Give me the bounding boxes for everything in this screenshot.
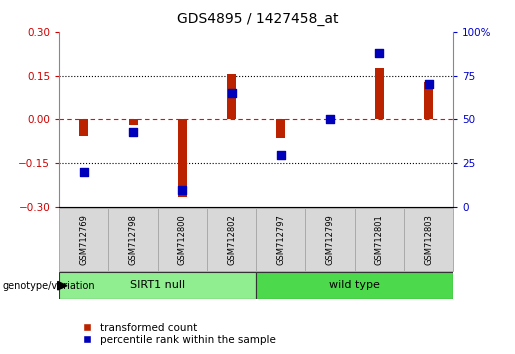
Bar [325,118,335,120]
Bar [59,272,256,299]
Bar [207,208,256,271]
Text: GSM712798: GSM712798 [129,214,138,265]
Point [375,50,384,56]
Point [326,117,334,122]
Bar [158,208,207,271]
Point [80,169,88,175]
Legend: transformed count, percentile rank within the sample: transformed count, percentile rank withi… [72,318,280,349]
Text: GSM712802: GSM712802 [227,214,236,265]
Point [424,81,433,87]
Bar [375,68,384,120]
Bar [256,272,453,299]
Bar [129,120,138,125]
Bar [305,208,355,271]
Bar [277,120,285,138]
Text: GSM712800: GSM712800 [178,214,187,265]
Bar [59,208,109,271]
Bar [256,208,305,271]
Point [228,90,236,96]
Bar [227,74,236,120]
Point [178,187,186,193]
Text: genotype/variation: genotype/variation [3,281,95,291]
Point [129,129,137,135]
Text: GSM712769: GSM712769 [79,214,89,265]
Bar [404,208,453,271]
Text: GSM712801: GSM712801 [375,214,384,265]
Bar [355,208,404,271]
Text: wild type: wild type [329,280,380,290]
Text: GDS4895 / 1427458_at: GDS4895 / 1427458_at [177,12,338,27]
Text: GSM712799: GSM712799 [325,214,335,265]
Bar [424,81,433,120]
Text: GSM712797: GSM712797 [277,214,285,265]
Bar [178,120,187,197]
Bar [109,208,158,271]
Text: SIRT1 null: SIRT1 null [130,280,185,290]
Point [277,152,285,157]
Text: GSM712803: GSM712803 [424,214,433,265]
Bar [79,120,88,136]
